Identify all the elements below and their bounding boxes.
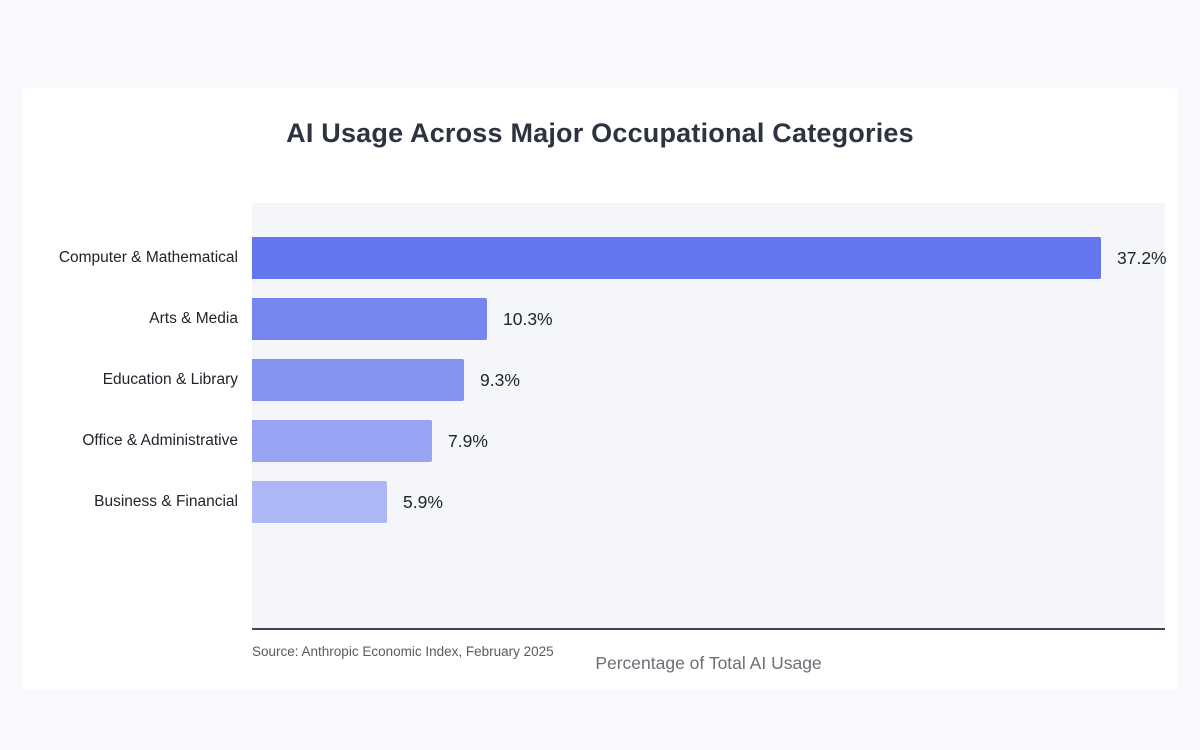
- bar: [252, 481, 387, 523]
- category-label: Computer & Mathematical: [58, 249, 238, 266]
- plot-area: Computer & Mathematical 37.2% Arts & Media…: [59, 203, 1167, 630]
- category-label: Office & Administrative: [82, 432, 238, 449]
- category-label: Business & Financial: [94, 493, 238, 510]
- source-note: Source: Anthropic Economic Index, Februa…: [252, 644, 554, 659]
- category-label: Education & Library: [102, 371, 238, 388]
- bar: [252, 298, 487, 340]
- x-axis-label: Percentage of Total AI Usage: [595, 653, 822, 673]
- chart-card: AI Usage Across Major Occupational Categ…: [22, 88, 1178, 690]
- bar-value-label: 7.9%: [448, 431, 488, 451]
- bar: [252, 420, 432, 462]
- bar-value-label: 10.3%: [503, 309, 553, 329]
- bar: [252, 237, 1101, 279]
- bar: [252, 359, 464, 401]
- bar-value-label: 37.2%: [1117, 248, 1167, 268]
- bar-value-label: 9.3%: [480, 370, 520, 390]
- category-label: Arts & Media: [149, 310, 238, 327]
- chart-title: AI Usage Across Major Occupational Categ…: [286, 118, 914, 148]
- bar-value-label: 5.9%: [403, 492, 443, 512]
